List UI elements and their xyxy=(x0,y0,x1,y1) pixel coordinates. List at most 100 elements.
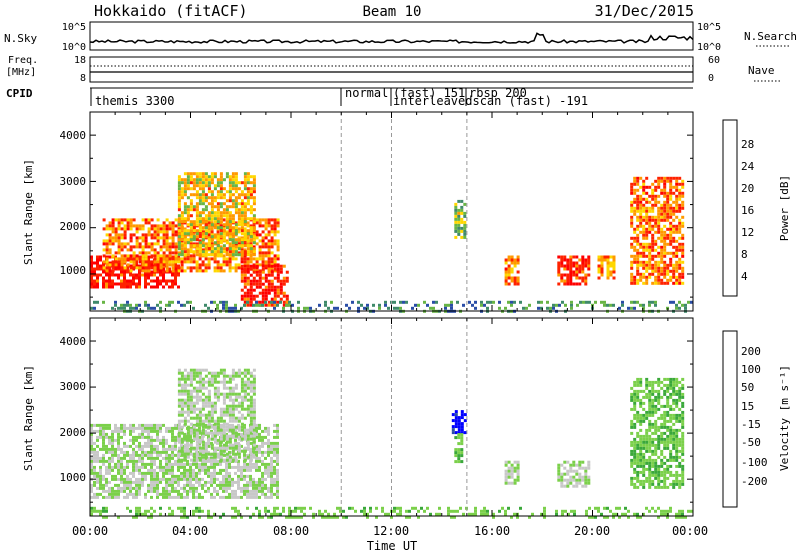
velocity-cell xyxy=(204,471,207,475)
velocity-cell xyxy=(189,380,193,384)
velocity-cell xyxy=(90,441,93,445)
velocity-cell xyxy=(210,413,214,417)
velocity-cell xyxy=(192,371,196,375)
power-cell xyxy=(189,254,193,258)
power-cell xyxy=(186,266,190,270)
velocity-cell xyxy=(177,371,181,375)
velocity-cell xyxy=(201,458,205,462)
velocity-cell xyxy=(186,447,189,451)
velocity-cell xyxy=(645,449,649,453)
power-cell xyxy=(222,250,226,254)
velocity-cell xyxy=(273,492,276,496)
velocity-cell xyxy=(156,435,159,439)
velocity-cell xyxy=(90,486,93,490)
velocity-cell xyxy=(560,463,564,467)
velocity-cell xyxy=(132,453,135,457)
power-cell xyxy=(225,241,229,245)
velocity-cell xyxy=(201,446,205,450)
power-cell xyxy=(129,285,132,289)
velocity-cell xyxy=(114,483,117,487)
power-cell xyxy=(597,270,601,274)
power-cell xyxy=(120,282,123,286)
power-cell xyxy=(252,294,256,298)
power-cell xyxy=(264,276,268,280)
velocity-cell xyxy=(243,407,247,411)
power-cell xyxy=(600,261,604,265)
power-cell xyxy=(645,191,649,195)
velocity-cell xyxy=(99,477,102,481)
velocity-cell xyxy=(129,423,132,427)
velocity-cell xyxy=(198,416,202,420)
power-cell xyxy=(228,199,232,203)
velocity-cell xyxy=(183,419,187,423)
velocity-cell xyxy=(273,447,276,451)
velocity-cell xyxy=(123,471,126,475)
power-cell xyxy=(666,251,670,255)
velocity-cell xyxy=(639,422,643,426)
velocity-cell xyxy=(180,389,184,393)
power-cell xyxy=(480,300,483,304)
power-cell xyxy=(678,203,682,207)
power-cell xyxy=(678,182,682,186)
velocity-cell xyxy=(105,432,108,436)
power-cell xyxy=(243,187,247,191)
power-cell xyxy=(572,255,576,259)
velocity-cell xyxy=(660,404,664,408)
power-cell xyxy=(273,239,277,243)
velocity-cell xyxy=(99,480,102,484)
power-cell xyxy=(270,227,274,231)
velocity-cell xyxy=(560,475,564,479)
power-cell xyxy=(207,217,211,221)
velocity-cell xyxy=(198,407,202,411)
velocity-cell xyxy=(219,431,223,435)
power-cell xyxy=(192,244,196,248)
power-cell xyxy=(243,214,247,218)
velocity-cell xyxy=(648,467,652,471)
power-cell xyxy=(225,175,229,179)
velocity-cell xyxy=(177,483,180,487)
velocity-cell xyxy=(630,407,634,411)
velocity-cell xyxy=(228,428,232,432)
power-cell xyxy=(102,285,105,289)
velocity-cell xyxy=(225,483,228,487)
power-cell xyxy=(186,187,190,191)
power-cell xyxy=(234,181,238,185)
velocity-cell xyxy=(225,458,229,462)
power-cell xyxy=(120,245,124,249)
power-cell xyxy=(168,300,171,304)
velocity-cell xyxy=(636,473,640,477)
power-cell xyxy=(219,250,223,254)
power-cell xyxy=(135,242,139,246)
velocity-cell xyxy=(201,483,204,487)
velocity-cell xyxy=(457,431,461,435)
power-cell xyxy=(138,236,142,240)
power-cell xyxy=(660,176,664,180)
power-cell xyxy=(99,255,102,259)
power-cell xyxy=(657,212,661,216)
power-cell xyxy=(675,188,679,192)
power-cell xyxy=(513,282,517,286)
power-cell xyxy=(216,260,220,264)
power-cell xyxy=(105,282,108,286)
velocity-cell xyxy=(675,419,679,423)
power-cell xyxy=(186,300,189,304)
power-cell xyxy=(213,260,217,264)
power-cell xyxy=(612,258,616,262)
power-cell xyxy=(195,217,199,221)
power-cell xyxy=(186,248,190,252)
velocity-cell xyxy=(153,468,156,472)
velocity-cell xyxy=(273,459,276,463)
power-cell xyxy=(114,233,118,237)
power-cell xyxy=(252,282,256,286)
power-cell xyxy=(234,253,238,257)
velocity-cell xyxy=(663,467,667,471)
velocity-cell xyxy=(198,374,202,378)
velocity-cell xyxy=(633,389,637,393)
power-cell xyxy=(120,303,123,307)
power-cell xyxy=(234,269,238,273)
power-cell xyxy=(237,202,241,206)
velocity-cell xyxy=(108,450,111,454)
power-cell xyxy=(240,208,244,212)
power-cell xyxy=(177,241,181,245)
velocity-cell xyxy=(240,389,244,393)
